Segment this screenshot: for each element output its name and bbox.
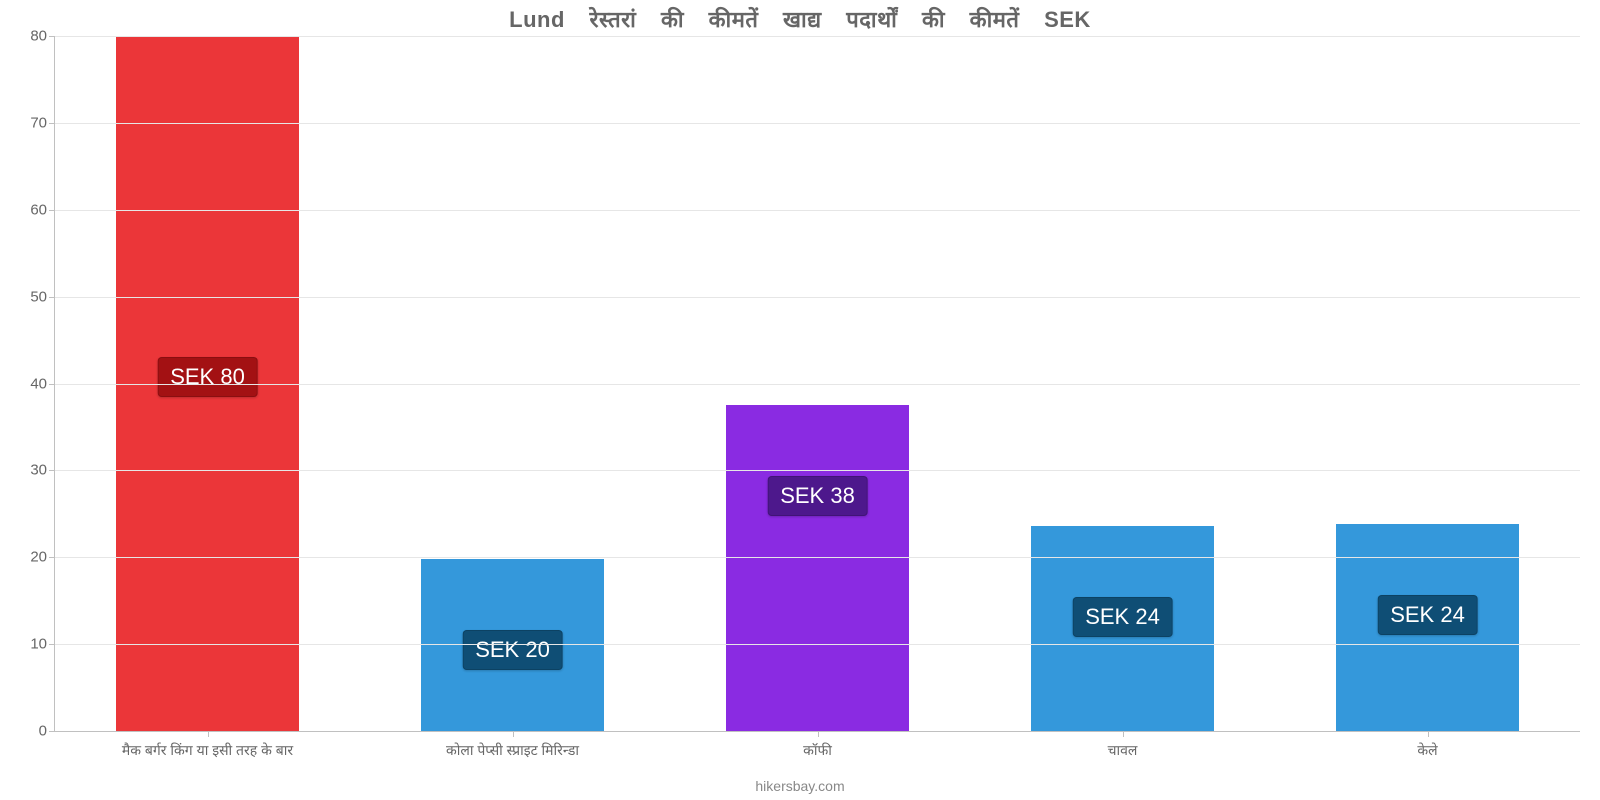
x-tick-mark [513,731,514,737]
gridline [55,384,1580,385]
x-tick-mark [818,731,819,737]
bar-value-label: SEK 80 [157,357,258,397]
gridline [55,557,1580,558]
y-tick-label: 10 [30,636,55,653]
gridline [55,210,1580,211]
chart-title: Lund रेस्तरां की कीमतें खाद्य पदार्थों क… [10,4,1590,34]
y-tick-label: 70 [30,114,55,131]
bar-value-label: SEK 24 [1072,597,1173,637]
y-tick-label: 20 [30,549,55,566]
x-tick-mark [1123,731,1124,737]
x-tick-mark [208,731,209,737]
y-tick-label: 60 [30,201,55,218]
plot-area: SEK 80SEK 20SEK 38SEK 24SEK 24 010203040… [54,36,1580,732]
bar-value-label: SEK 24 [1377,595,1478,635]
bar-value-label: SEK 20 [462,630,563,670]
y-tick-label: 50 [30,288,55,305]
gridline [55,123,1580,124]
y-tick-label: 40 [30,375,55,392]
y-tick-label: 0 [39,723,55,740]
bar-chart: Lund रेस्तरां की कीमतें खाद्य पदार्थों क… [0,0,1600,800]
bar [726,405,909,731]
attribution-text: hikersbay.com [0,778,1600,794]
gridline [55,644,1580,645]
x-tick-mark [1428,731,1429,737]
gridline [55,470,1580,471]
bar-value-label: SEK 38 [767,476,868,516]
gridline [55,297,1580,298]
gridline [55,36,1580,37]
y-tick-label: 30 [30,462,55,479]
y-tick-label: 80 [30,28,55,45]
